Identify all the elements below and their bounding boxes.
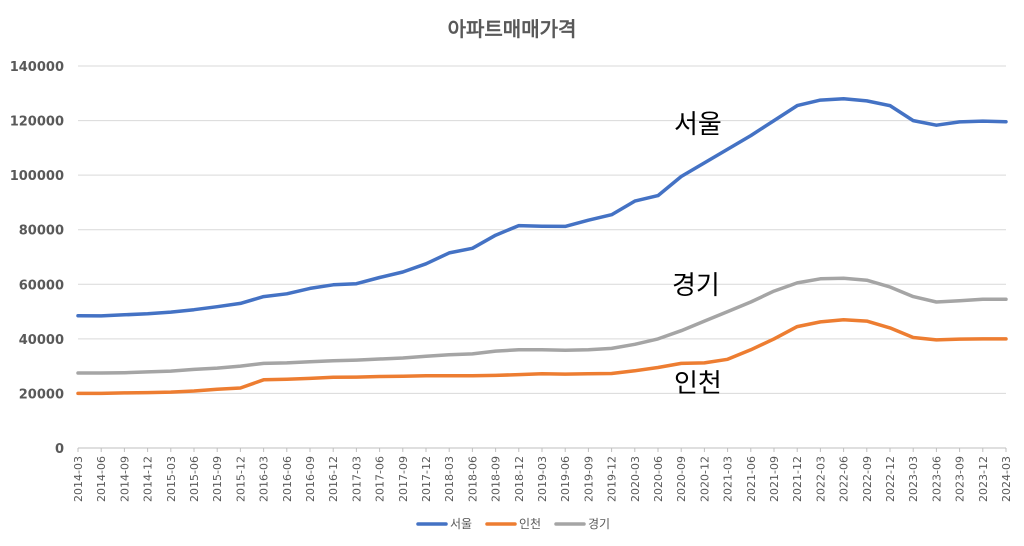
y-tick-label: 80000	[19, 224, 64, 239]
legend-label: 서울	[450, 517, 472, 531]
legend-label: 인천	[519, 516, 541, 531]
x-tick-label: 2020-09	[675, 456, 688, 502]
x-tick-label: 2021-12	[791, 456, 804, 502]
x-tick-label: 2016-06	[281, 456, 294, 502]
y-tick-label: 0	[55, 442, 64, 457]
x-tick-label: 2015-06	[188, 456, 201, 502]
x-tick-label: 2023-06	[930, 456, 943, 502]
x-tick-label: 2024-03	[1000, 456, 1013, 502]
annotation-seoul: 서울	[674, 110, 722, 140]
x-tick-label: 2021-06	[745, 456, 758, 502]
x-tick-label: 2021-03	[722, 456, 735, 502]
x-tick-label: 2023-12	[977, 456, 990, 502]
x-tick-label: 2014-12	[142, 456, 155, 502]
x-tick-label: 2022-03	[814, 456, 827, 502]
y-axis-ticks: 0 20000 40000 60000 80000 100000 120000 140000	[10, 60, 64, 457]
x-tick-label: 2014-03	[72, 456, 85, 502]
series-line-1	[76, 318, 1008, 396]
y-tick-label: 140000	[10, 60, 64, 75]
x-tick-label: 2014-09	[118, 456, 131, 502]
x-tick-label: 2017-03	[350, 456, 363, 502]
x-tick-label: 2017-06	[374, 456, 387, 502]
x-tick-label: 2016-12	[327, 456, 340, 502]
x-tick-label: 2017-12	[420, 456, 433, 502]
series-line-0	[76, 96, 1008, 318]
chart-title: 아파트매매가격	[448, 17, 577, 41]
x-tick-label: 2020-06	[652, 456, 665, 502]
x-tick-label: 2016-03	[258, 456, 271, 502]
y-tick-label: 60000	[19, 278, 64, 293]
x-tick-label: 2021-09	[768, 456, 781, 502]
x-tick-label: 2023-09	[954, 456, 967, 502]
x-tick-label: 2018-09	[490, 456, 503, 502]
legend-label: 경기	[588, 517, 610, 531]
x-tick-label: 2018-03	[443, 456, 456, 502]
x-tick-label: 2019-03	[536, 456, 549, 502]
x-axis-ticks: 2014-03 2014-06 2014-09 2014-12 2015-03 2015-…	[72, 448, 1013, 502]
series-lines	[76, 96, 1008, 396]
x-tick-label: 2018-12	[513, 456, 526, 502]
x-tick-label: 2015-12	[234, 456, 247, 502]
gridlines	[78, 65, 1006, 449]
x-tick-label: 2019-09	[582, 456, 595, 502]
annotation-incheon: 인천	[674, 369, 722, 399]
series-line-2	[76, 276, 1008, 375]
x-tick-label: 2022-06	[838, 456, 851, 502]
x-tick-label: 2014-06	[95, 456, 108, 502]
y-tick-label: 120000	[10, 115, 64, 130]
legend: 서울 인천 경기	[416, 516, 610, 531]
x-tick-label: 2015-09	[211, 456, 224, 502]
x-tick-label: 2023-03	[907, 456, 920, 502]
annotation-gyeonggi: 경기	[672, 271, 720, 301]
x-tick-label: 2019-06	[559, 456, 572, 502]
x-tick-label: 2022-09	[861, 456, 874, 502]
x-tick-label: 2019-12	[606, 456, 619, 502]
x-tick-label: 2020-03	[629, 456, 642, 502]
x-tick-label: 2015-03	[165, 456, 178, 502]
series-annotations: 서울 경기 인천	[672, 110, 722, 399]
y-tick-label: 40000	[19, 333, 64, 348]
x-tick-label: 2022-12	[884, 456, 897, 502]
x-tick-label: 2020-12	[698, 456, 711, 502]
y-tick-label: 100000	[10, 169, 64, 184]
y-tick-label: 20000	[19, 387, 64, 402]
x-tick-label: 2018-06	[466, 456, 479, 502]
x-tick-label: 2016-09	[304, 456, 317, 502]
x-tick-label: 2017-09	[397, 456, 410, 502]
